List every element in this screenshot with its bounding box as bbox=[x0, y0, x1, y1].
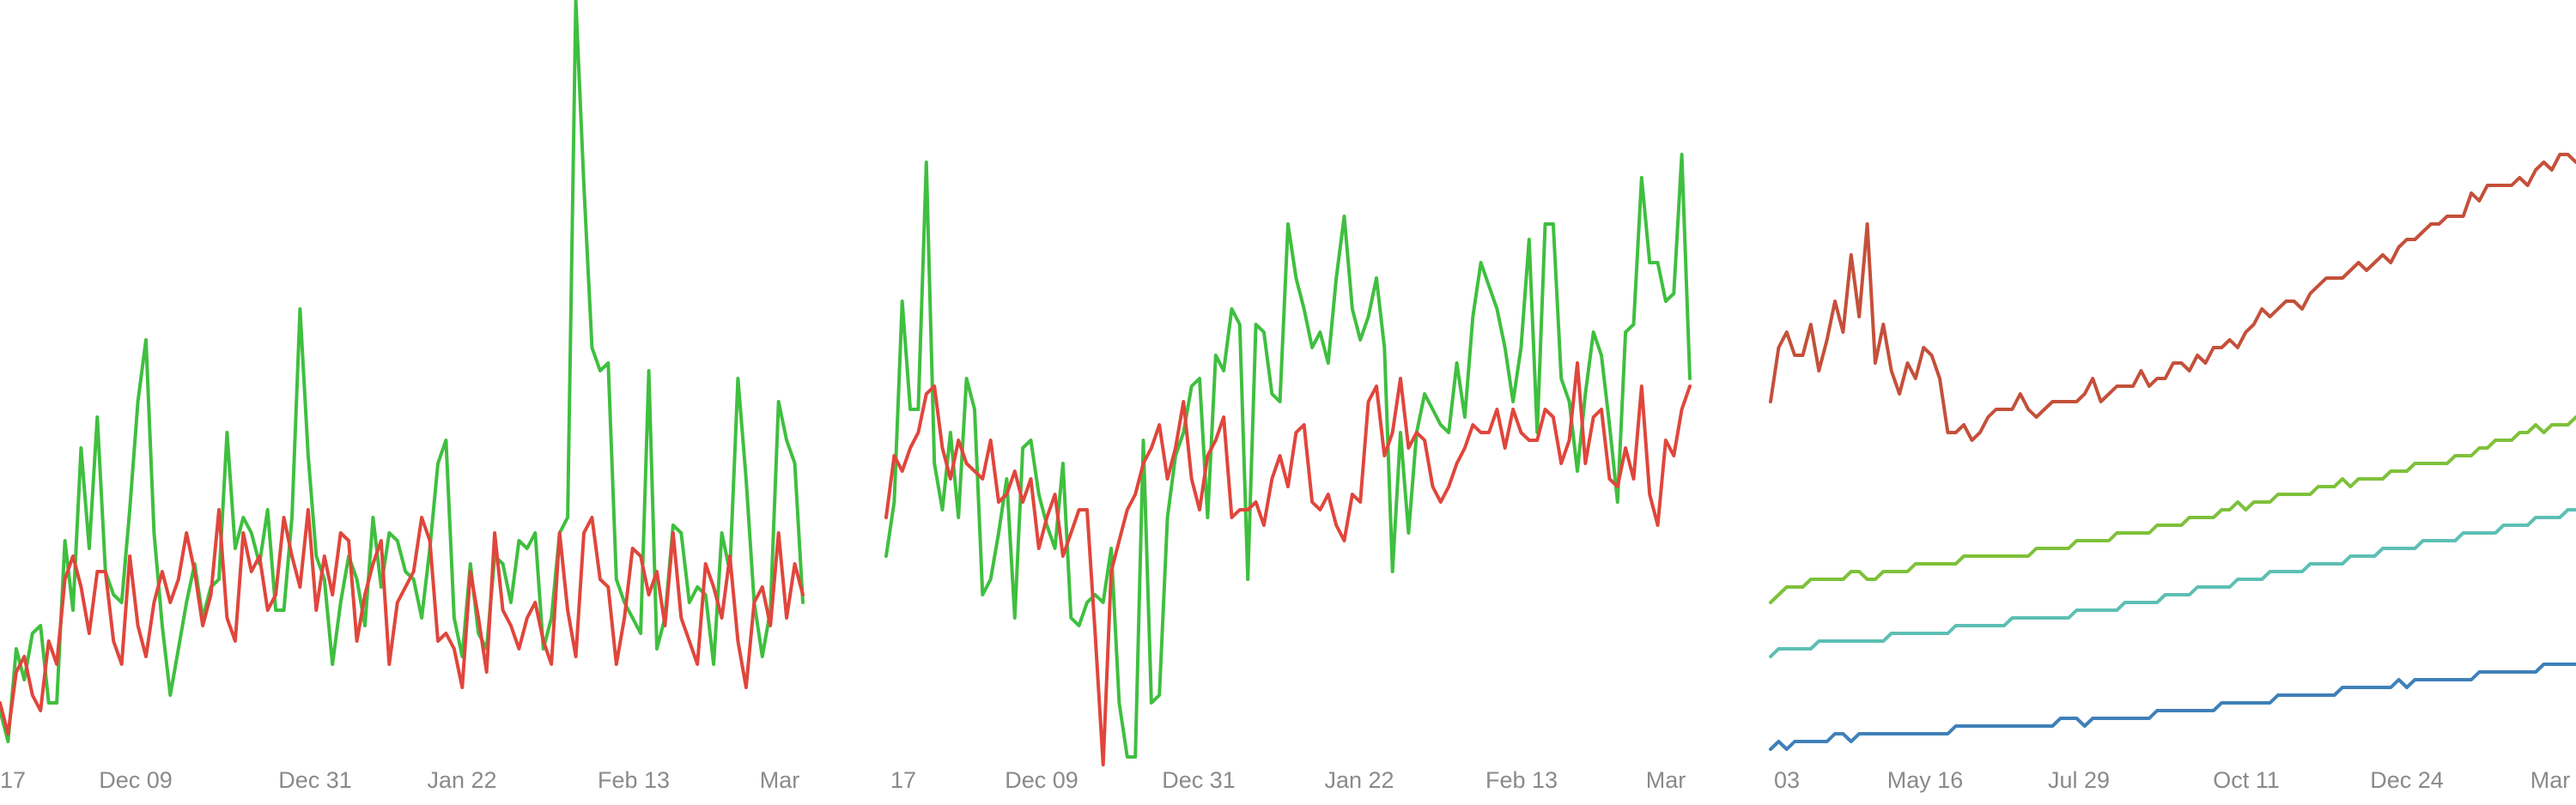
chart3-x-tick-label: Jul 29 bbox=[2048, 767, 2110, 793]
chart1-x-tick-label: Feb 13 bbox=[598, 767, 670, 793]
chart2-series-line-1 bbox=[884, 153, 1692, 759]
chart2-x-tick-label: Dec 09 bbox=[1005, 767, 1078, 793]
chart3-series-line-3 bbox=[1769, 508, 2576, 658]
chart1-series-line-1 bbox=[0, 0, 805, 743]
chart3-x-tick-label: 03 bbox=[1774, 767, 1800, 793]
chart1-series-line-2 bbox=[0, 508, 805, 735]
chart3-series-line-4 bbox=[1769, 663, 2576, 751]
chart1-x-tick-label: Dec 31 bbox=[278, 767, 352, 793]
chart2-x-tick-label: Dec 31 bbox=[1162, 767, 1236, 793]
chart-panel-3: 03 May 16 Jul 29 Oct 11 Dec 24 Mar bbox=[1769, 153, 2576, 793]
chart3-x-tick-label: Mar bbox=[2530, 767, 2571, 793]
chart1-x-tick-label: Mar bbox=[760, 767, 800, 793]
chart2-series-line-2 bbox=[884, 361, 1692, 766]
chart1-x-tick-label: 17 bbox=[0, 767, 26, 793]
chart2-x-tick-label: Feb 13 bbox=[1485, 767, 1558, 793]
chart-panel-1: 17 Dec 09 Dec 31 Jan 22 Feb 13 Mar bbox=[0, 0, 805, 793]
chart2-x-tick-label: Mar bbox=[1646, 767, 1686, 793]
chart2-x-tick-label: 17 bbox=[890, 767, 916, 793]
chart1-x-tick-label: Jan 22 bbox=[427, 767, 496, 793]
chart3-x-tick-label: Oct 11 bbox=[2213, 767, 2280, 793]
chart3-x-tick-label: May 16 bbox=[1887, 767, 1964, 793]
chart-panel-2: 17 Dec 09 Dec 31 Jan 22 Feb 13 Mar bbox=[884, 153, 1692, 793]
chart3-x-tick-label: Dec 24 bbox=[2370, 767, 2444, 793]
chart2-x-tick-label: Jan 22 bbox=[1324, 767, 1394, 793]
chart3-series-line-2 bbox=[1769, 415, 2576, 604]
chart1-x-tick-label: Dec 09 bbox=[99, 767, 173, 793]
chart3-series-line-1 bbox=[1769, 153, 2576, 442]
